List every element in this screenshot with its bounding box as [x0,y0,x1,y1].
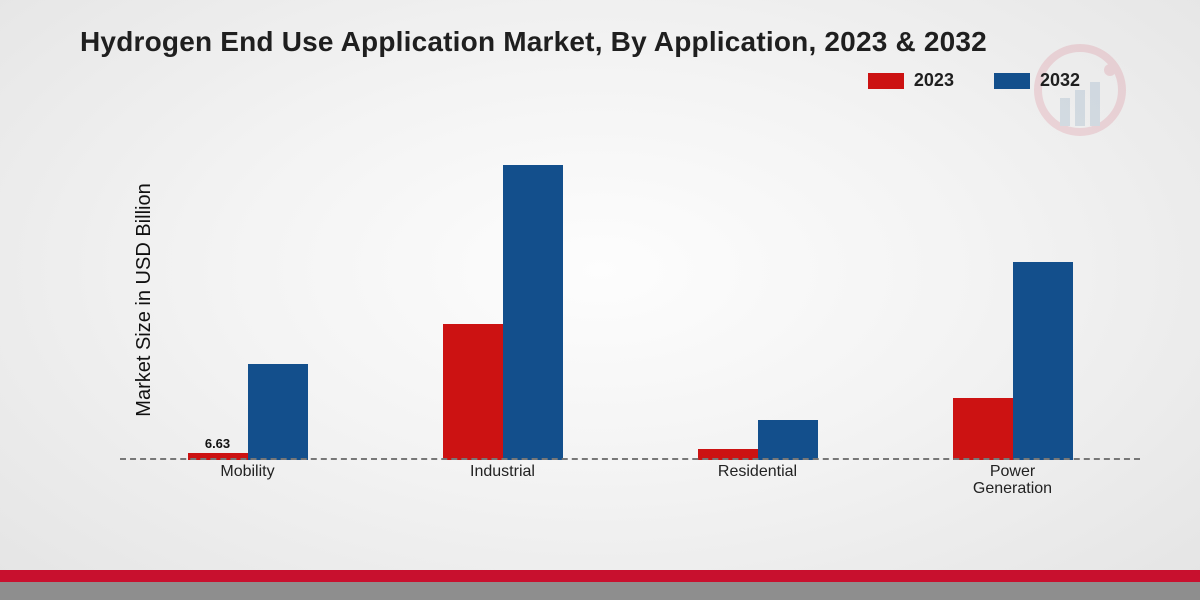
bar-group: 6.63 [188,364,308,460]
x-tick-label: Mobility [120,460,375,490]
footer-grey-stripe [0,582,1200,600]
plot-area: 6.63 MobilityIndustrialResidentialPower … [120,120,1140,490]
bar-2023 [443,324,503,460]
bar-groups: 6.63 [120,120,1140,460]
bar-2032 [758,420,818,460]
legend-swatch-2023 [868,73,904,89]
bar-value-label: 6.63 [205,436,230,451]
bar-group [953,262,1073,460]
x-tick-label: Residential [630,460,885,490]
legend-item-2032: 2032 [994,70,1080,91]
legend: 2023 2032 [868,70,1080,91]
bar-2032 [248,364,308,460]
bar-group [443,165,563,460]
x-tick-label: Industrial [375,460,630,490]
legend-item-2023: 2023 [868,70,954,91]
chart-title: Hydrogen End Use Application Market, By … [80,26,987,58]
bar-2032 [1013,262,1073,460]
legend-label-2023: 2023 [914,70,954,91]
bar-2032 [503,165,563,460]
bar-2023 [953,398,1013,460]
x-axis-labels: MobilityIndustrialResidentialPower Gener… [120,460,1140,490]
footer-red-stripe [0,570,1200,582]
legend-swatch-2032 [994,73,1030,89]
chart-canvas: Hydrogen End Use Application Market, By … [0,0,1200,600]
legend-label-2032: 2032 [1040,70,1080,91]
footer-bar [0,570,1200,600]
bar-group [698,420,818,460]
x-tick-label: Power Generation [885,460,1140,490]
